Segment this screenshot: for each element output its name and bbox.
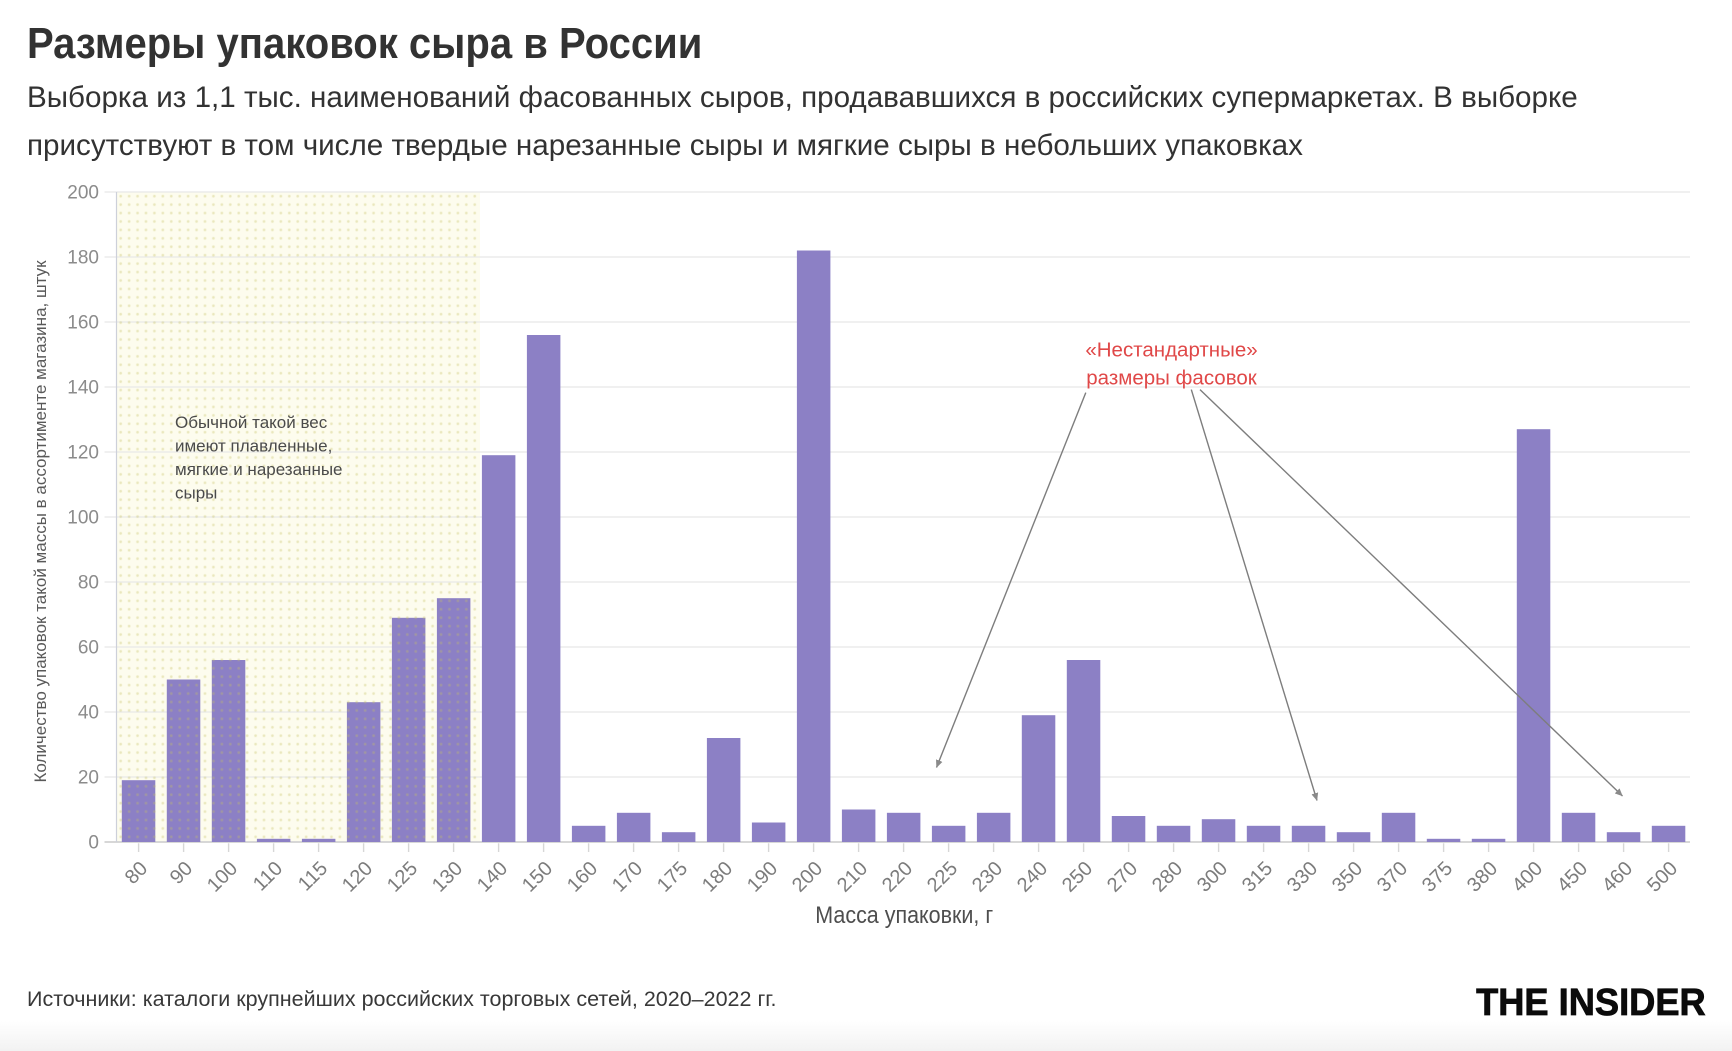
svg-text:240: 240 [1013, 857, 1052, 896]
svg-text:115: 115 [294, 857, 332, 895]
svg-text:160: 160 [67, 313, 99, 334]
svg-text:100: 100 [203, 857, 242, 896]
svg-text:160: 160 [563, 857, 602, 896]
svg-text:460: 460 [1598, 857, 1637, 896]
svg-text:125: 125 [383, 857, 422, 896]
svg-text:имеют плавленные,: имеют плавленные, [175, 437, 332, 456]
svg-text:90: 90 [166, 857, 197, 888]
svg-text:110: 110 [249, 857, 287, 895]
svg-text:Количество упаковок такой масс: Количество упаковок такой массы в ассорт… [31, 260, 50, 783]
svg-text:200: 200 [67, 183, 99, 204]
svg-text:190: 190 [743, 857, 782, 896]
svg-text:300: 300 [1193, 857, 1232, 896]
svg-text:350: 350 [1328, 857, 1367, 896]
svg-text:Обычной такой вес: Обычной такой вес [175, 413, 328, 432]
svg-text:80: 80 [78, 573, 99, 594]
svg-text:140: 140 [473, 857, 512, 896]
svg-text:380: 380 [1463, 857, 1502, 896]
svg-text:мягкие и нарезанные: мягкие и нарезанные [175, 460, 343, 479]
svg-text:200: 200 [788, 857, 827, 896]
svg-text:170: 170 [608, 857, 647, 896]
svg-text:180: 180 [698, 857, 737, 896]
svg-text:40: 40 [78, 703, 99, 724]
svg-text:375: 375 [1418, 857, 1457, 896]
svg-text:370: 370 [1373, 857, 1412, 896]
svg-text:80: 80 [121, 857, 152, 888]
svg-text:120: 120 [67, 443, 99, 464]
svg-text:450: 450 [1553, 857, 1592, 896]
svg-text:60: 60 [78, 638, 99, 659]
svg-text:150: 150 [518, 857, 557, 896]
svg-text:Масса упаковки, г: Масса упаковки, г [815, 901, 993, 928]
svg-text:175: 175 [653, 857, 692, 896]
svg-text:140: 140 [67, 378, 99, 399]
svg-text:400: 400 [1508, 857, 1547, 896]
svg-text:210: 210 [833, 857, 872, 896]
svg-text:230: 230 [968, 857, 1007, 896]
svg-text:размеры фасовок: размеры фасовок [1086, 367, 1258, 390]
svg-text:500: 500 [1643, 857, 1682, 896]
svg-text:сыры: сыры [175, 484, 217, 503]
svg-text:0: 0 [88, 833, 99, 854]
svg-text:225: 225 [923, 857, 962, 896]
svg-text:«Нестандартные»: «Нестандартные» [1085, 339, 1257, 362]
svg-text:280: 280 [1148, 857, 1187, 896]
svg-text:100: 100 [67, 508, 99, 529]
svg-text:315: 315 [1238, 857, 1277, 896]
svg-text:250: 250 [1058, 857, 1097, 896]
svg-text:130: 130 [428, 857, 467, 896]
svg-text:330: 330 [1283, 857, 1322, 896]
svg-text:120: 120 [338, 857, 377, 896]
svg-text:270: 270 [1103, 857, 1142, 896]
svg-text:20: 20 [78, 768, 99, 789]
svg-text:180: 180 [67, 248, 99, 269]
svg-text:220: 220 [878, 857, 917, 896]
